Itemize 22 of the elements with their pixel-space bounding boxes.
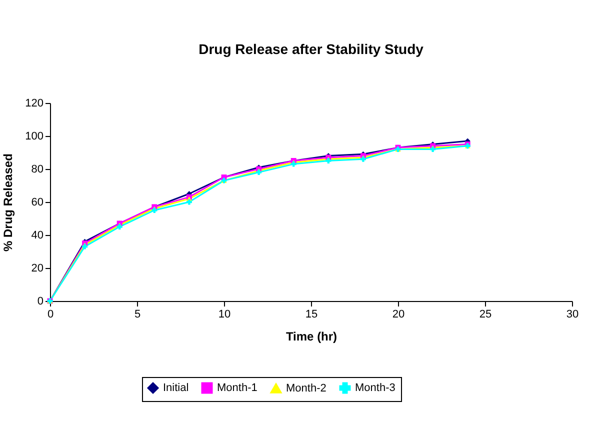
point [186, 199, 192, 205]
y-tick-label: 40 [31, 230, 44, 242]
x-tick-label: 25 [479, 308, 492, 320]
y-axis-title: % Drug Released [1, 153, 16, 252]
x-tick-label: 0 [47, 308, 54, 320]
y-tick-label: 60 [31, 196, 44, 208]
x-axis-title: Time (hr) [286, 330, 338, 344]
chart-title: Drug Release after Stability Study [198, 41, 424, 57]
y-tick-label: 100 [25, 130, 44, 142]
x-tick-label: 20 [392, 308, 405, 320]
y-tick-label: 80 [31, 164, 44, 176]
legend-label: Initial [163, 382, 189, 394]
x-tick-label: 5 [134, 308, 141, 320]
x-tick-label: 15 [305, 308, 318, 320]
x-tick-label: 10 [218, 308, 231, 320]
legend-label: Month-1 [217, 382, 258, 394]
y-tick-label: 0 [37, 296, 44, 308]
y-tick-label: 120 [25, 98, 44, 110]
legend-label: Month-2 [286, 382, 326, 394]
y-tick-label: 20 [31, 262, 44, 274]
legend-label: Month-3 [355, 382, 396, 394]
x-tick-label: 30 [566, 308, 579, 320]
